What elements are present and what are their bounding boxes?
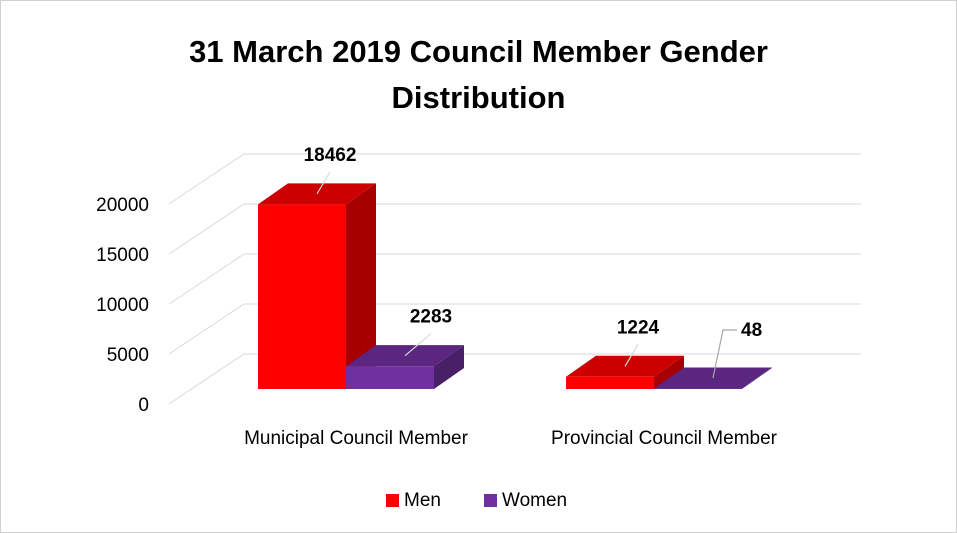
grid-line bbox=[168, 353, 861, 405]
data-label: 2283 bbox=[410, 307, 452, 328]
data-label: 48 bbox=[741, 320, 762, 341]
legend-swatch bbox=[386, 494, 399, 507]
bar-front bbox=[566, 376, 654, 389]
data-label: 18462 bbox=[304, 145, 357, 166]
bar-front bbox=[258, 204, 346, 389]
grid-line bbox=[168, 203, 861, 255]
grid-line bbox=[168, 153, 861, 205]
legend-label: Women bbox=[502, 490, 567, 511]
leader-line bbox=[316, 171, 331, 195]
data-label: 1224 bbox=[617, 317, 660, 338]
grid-line bbox=[168, 303, 861, 355]
leader-line bbox=[404, 333, 432, 357]
y-tick-label: 10000 bbox=[96, 295, 149, 316]
legend-label: Men bbox=[404, 490, 441, 511]
x-tick-label: Provincial Council Member bbox=[551, 428, 778, 449]
y-tick-label: 0 bbox=[138, 395, 149, 416]
leader-line bbox=[712, 329, 737, 379]
bar-front bbox=[346, 366, 434, 389]
y-tick-label: 5000 bbox=[107, 345, 149, 366]
bar-side bbox=[742, 367, 772, 389]
y-tick-label: 20000 bbox=[96, 195, 149, 216]
grid-line bbox=[168, 253, 861, 305]
bar-side bbox=[654, 355, 684, 389]
leader-line bbox=[624, 343, 639, 367]
legend-swatch bbox=[484, 494, 497, 507]
bar-side bbox=[346, 183, 376, 389]
y-tick-label: 15000 bbox=[96, 245, 149, 266]
bar-side bbox=[434, 345, 464, 389]
x-tick-label: Municipal Council Member bbox=[244, 428, 469, 449]
chart-title: 31 March 2019 Council Member Gender Dist… bbox=[189, 34, 768, 115]
